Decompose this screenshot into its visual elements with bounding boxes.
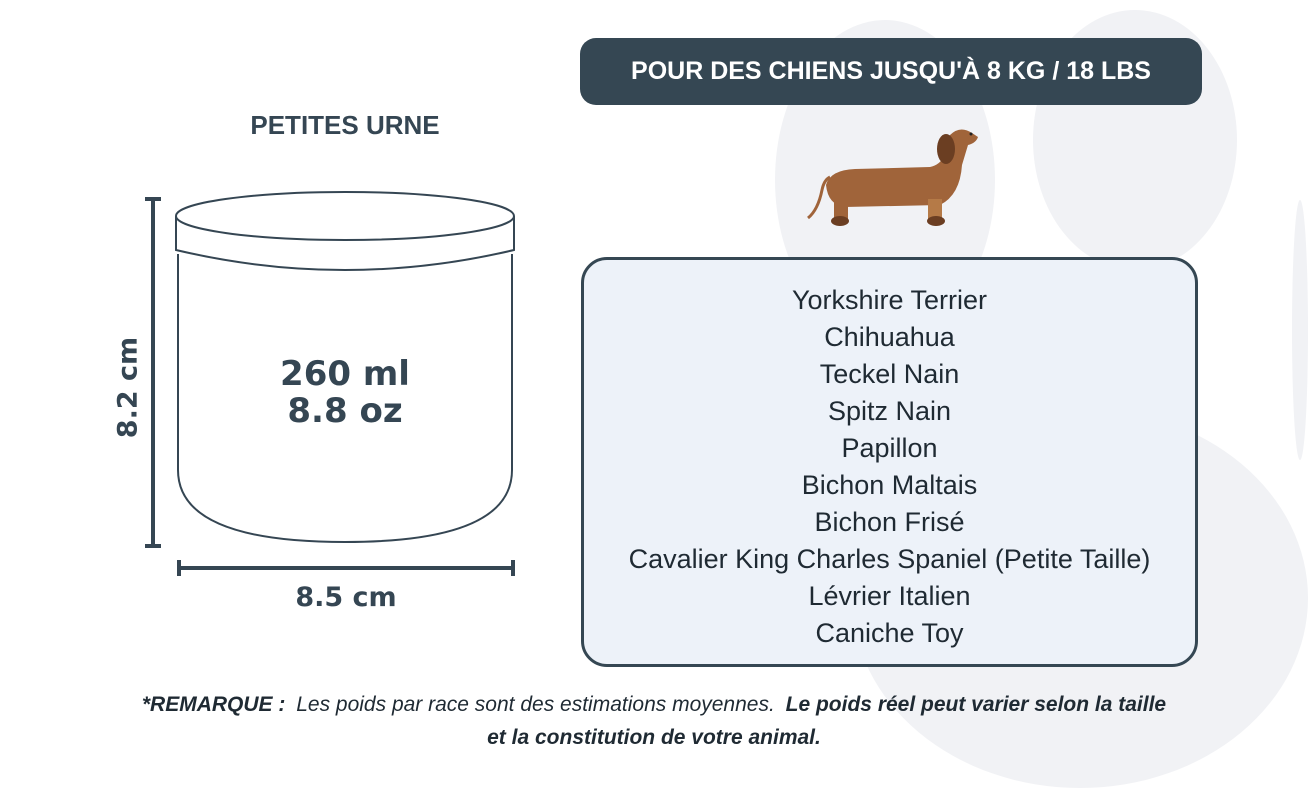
breed-item: Bichon Maltais — [801, 470, 978, 500]
note-label: *REMARQUE : — [141, 693, 286, 716]
note-text: Les poids par race sont des estimations … — [290, 693, 781, 716]
breed-item: Caniche Toy — [815, 618, 964, 648]
volume-ml: 260 ml — [280, 354, 410, 394]
breed-item: Cavalier King Charles Spaniel (Petite Ta… — [628, 544, 1151, 574]
breed-item: Spitz Nain — [827, 396, 952, 426]
breed-list: Yorkshire Terrier Chihuahua Teckel Nain … — [581, 257, 1198, 667]
height-dimension-line — [145, 197, 161, 548]
breed-item: Lévrier Italien — [808, 581, 971, 611]
width-dimension-line — [177, 560, 515, 576]
width-label: 8.5 cm — [295, 582, 397, 613]
breed-item: Papillon — [841, 433, 938, 463]
note-bold: Le poids réel peut varier selon la taill… — [487, 693, 1167, 749]
dachshund-icon — [807, 129, 978, 226]
volume-oz: 8.8 oz — [287, 391, 403, 431]
breed-item: Bichon Frisé — [814, 507, 965, 537]
height-label: 8.2 cm — [112, 336, 144, 439]
disclaimer-note: *REMARQUE : Les poids par race sont des … — [134, 688, 1174, 754]
urn-title: PETITES URNE — [250, 110, 440, 140]
urn-illustration — [145, 191, 515, 576]
urn-volume: 260 ml 8.8 oz — [230, 356, 460, 430]
breed-item: Chihuahua — [824, 322, 955, 352]
weight-limit-badge: POUR DES CHIENS JUSQU'À 8 KG / 18 LBS — [580, 38, 1202, 105]
breed-item: Teckel Nain — [819, 359, 960, 389]
breed-item: Yorkshire Terrier — [791, 285, 988, 315]
